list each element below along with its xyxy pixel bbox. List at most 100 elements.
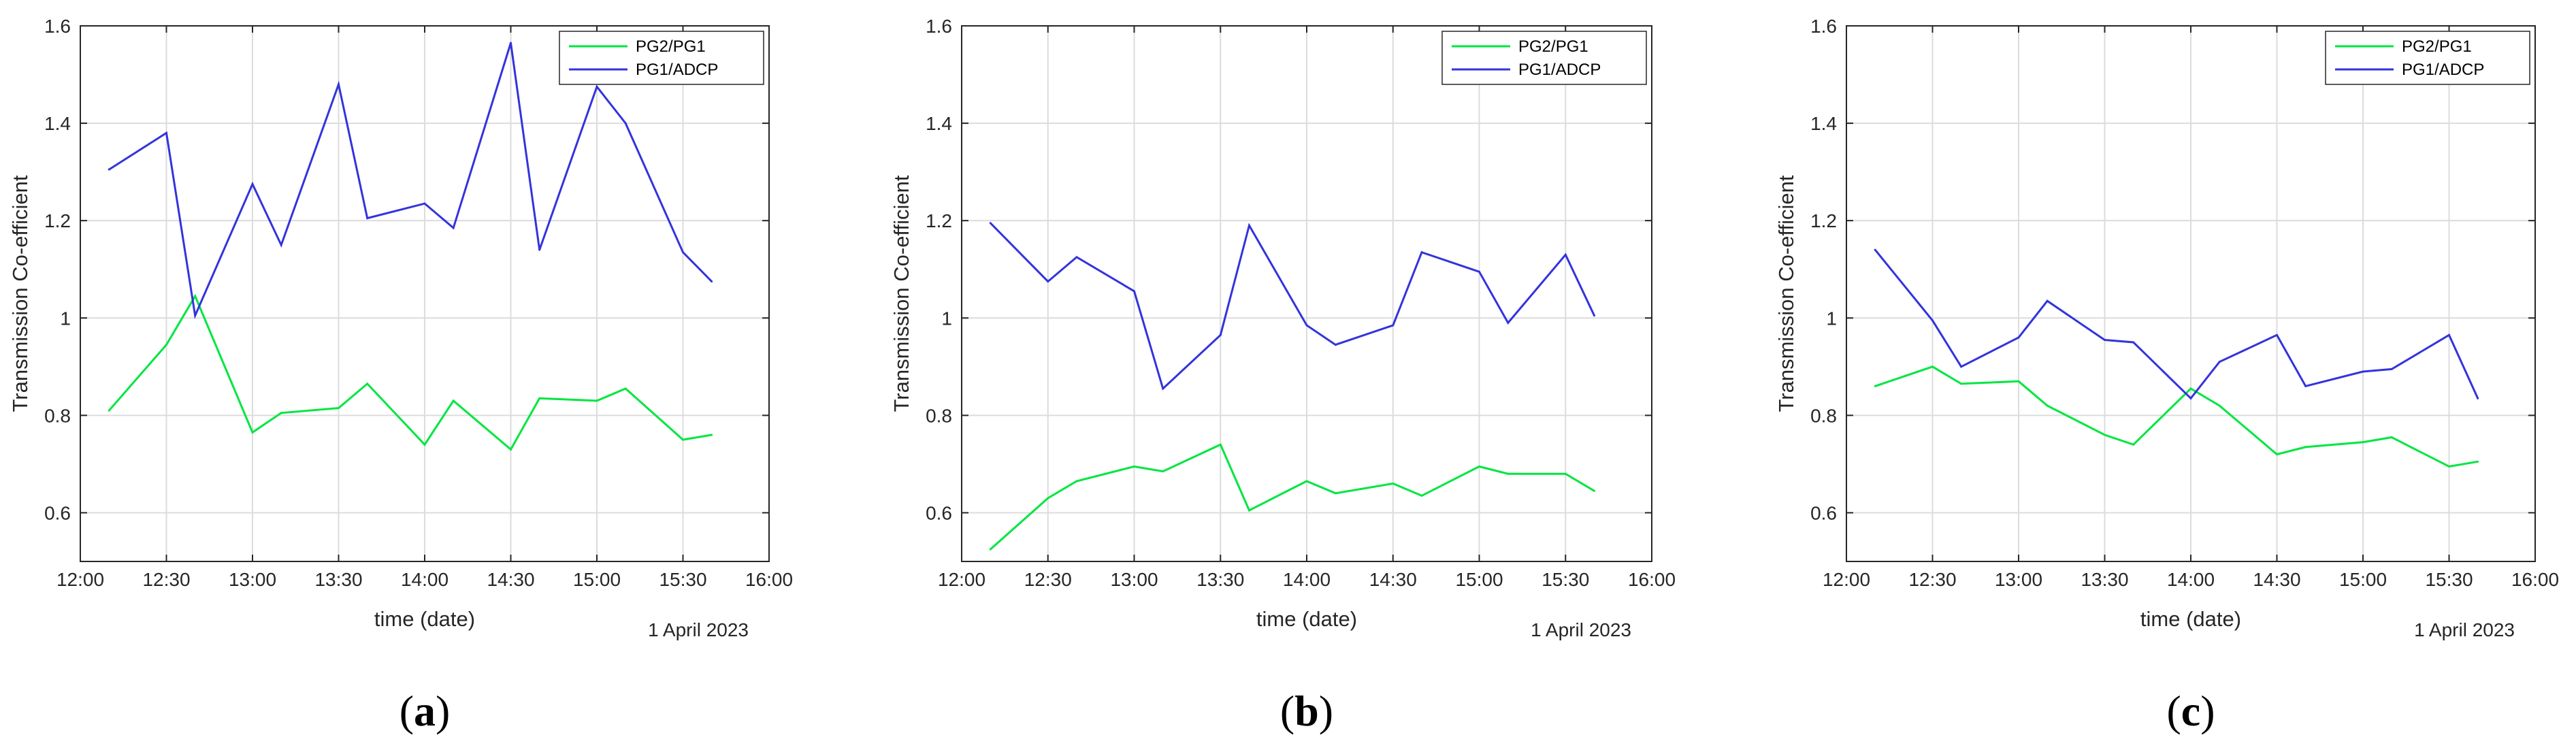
x-tick-label: 15:30 [1542, 569, 1589, 590]
x-tick-label: 12:00 [1823, 569, 1870, 590]
x-axis-label: time (date) [2140, 607, 2241, 631]
grid [80, 25, 770, 561]
legend: PG2/PG1 PG1/ADCP [559, 31, 764, 85]
x-tick-label: 15:00 [1455, 569, 1503, 590]
data-point [596, 399, 598, 402]
panel-label-close-paren: ) [2200, 687, 2215, 735]
legend-entry: PG2/PG1 [636, 37, 706, 56]
x-tick-label: 14:30 [1369, 569, 1417, 590]
data-point [538, 248, 541, 251]
data-point [2218, 404, 2221, 407]
data-point [280, 412, 282, 414]
data-point [1420, 494, 1423, 497]
y-tick-label: 1 [941, 308, 952, 329]
series-line-pg1-adcp-points [1874, 248, 2479, 399]
data-point [1133, 290, 1135, 293]
data-point [108, 168, 110, 171]
x-tick-label: 12:00 [56, 569, 104, 590]
series-line-pg1-adcp-points [108, 42, 713, 317]
panel-label: (b) [1280, 687, 1333, 735]
data-point [338, 407, 340, 410]
data-point [251, 431, 254, 434]
series-line-pg1-adcp-points [989, 222, 1595, 390]
data-point [2362, 441, 2364, 444]
x-tick-label: 13:00 [1995, 569, 2042, 590]
panel-label-close-paren: ) [1319, 687, 1333, 735]
panel-label: (c) [2166, 687, 2215, 735]
data-point [1133, 465, 1135, 468]
y-tick-label: 0.6 [1810, 502, 1837, 523]
x-tick-label: 13:30 [314, 569, 362, 590]
data-point [2189, 387, 2192, 390]
data-point [2017, 380, 2020, 382]
panel-label-letter: a [414, 687, 436, 735]
x-tick-label: 13:30 [1196, 569, 1244, 590]
series-line-pg2-pg1 [990, 443, 1595, 551]
data-point [165, 344, 167, 346]
legend: PG2/PG1 PG1/ADCP [1441, 31, 1647, 85]
data-point [538, 397, 541, 399]
data-point [1478, 270, 1480, 273]
panel-label-letter: c [2181, 687, 2200, 735]
data-point [2304, 446, 2307, 448]
x-tick-label: 14:30 [2253, 569, 2300, 590]
data-point [1874, 385, 1876, 387]
y-tick-label: 1.6 [1810, 16, 1837, 37]
series-line-pg1-adcp [1874, 249, 2479, 400]
data-point [1392, 324, 1395, 327]
x-tick-label: 13:30 [2081, 569, 2128, 590]
chart-panel-c: 12:00 12:30 13:00 13:30 14:00 14:30 15:00 15:30… [1774, 16, 2559, 735]
data-point [711, 280, 713, 283]
data-point [452, 399, 455, 402]
data-point [1960, 365, 1963, 368]
y-tick-label: 1 [60, 308, 71, 329]
data-point [1334, 492, 1337, 495]
data-point [2132, 443, 2135, 446]
x-tick-label: 15:00 [573, 569, 621, 590]
data-point [682, 438, 684, 441]
series-line-pg1-adcp [990, 222, 1595, 391]
panel-label-close-paren: ) [436, 687, 450, 735]
x-tick-label: 14:00 [401, 569, 449, 590]
data-point [2390, 367, 2393, 370]
data-point [1420, 251, 1423, 254]
data-point [366, 382, 369, 385]
date-note: 1 April 2023 [1531, 619, 1631, 640]
legend-box [2325, 31, 2530, 85]
data-point [251, 183, 254, 186]
data-point [1392, 483, 1395, 485]
data-point [1248, 224, 1250, 227]
legend-box [559, 31, 764, 85]
data-point [108, 409, 110, 412]
y-tick-label: 1.2 [44, 210, 71, 231]
x-axis-label: time (date) [374, 607, 475, 631]
data-point [624, 387, 627, 390]
y-tick-label: 0.8 [44, 405, 71, 426]
y-tick-label: 0.6 [44, 502, 71, 523]
data-point [1931, 319, 1934, 322]
x-tick-label: 14:00 [1283, 569, 1331, 590]
x-tick-label: 15:30 [2425, 569, 2473, 590]
data-point [711, 434, 713, 436]
legend-box [1441, 31, 1647, 85]
data-point [1162, 470, 1164, 473]
data-point [2104, 338, 2106, 341]
data-point [1507, 472, 1510, 475]
series-line-pg2-pg1-points [108, 295, 713, 451]
y-axis-label: Transmission Co-efficient [890, 175, 913, 412]
x-tick-label: 12:00 [938, 569, 985, 590]
x-tick-label: 12:30 [1908, 569, 1956, 590]
data-point [2046, 299, 2049, 302]
data-point [1478, 465, 1480, 468]
legend: PG2/PG1 PG1/ADCP [2325, 31, 2530, 85]
x-tick-label: 13:00 [1110, 569, 1158, 590]
data-point [2477, 397, 2479, 399]
legend-entry: PG2/PG1 [2402, 37, 2472, 56]
data-point [366, 217, 369, 220]
y-tick-label: 1.6 [44, 16, 71, 37]
panel-label: (a) [400, 687, 451, 735]
x-tick-label: 12:30 [142, 569, 190, 590]
data-point [280, 244, 282, 246]
data-point [2477, 460, 2479, 463]
